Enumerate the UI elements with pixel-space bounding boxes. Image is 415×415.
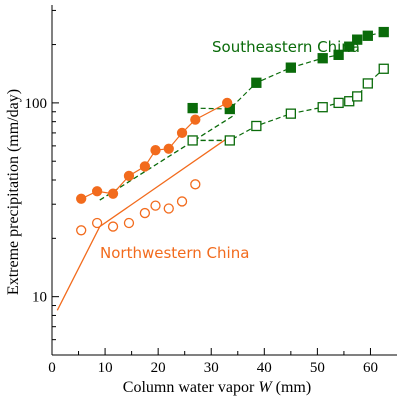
data-point [285,108,296,119]
series-line [80,102,228,200]
data-point [176,196,188,207]
data-point [362,78,373,89]
series-0 [187,26,389,115]
data-point [91,186,103,197]
series-1 [187,63,389,146]
data-point [176,127,188,139]
data-point [190,179,201,190]
data-point [352,91,363,102]
data-point [76,225,87,236]
data-point [107,221,119,232]
data-point [251,120,262,132]
data-point [362,30,373,41]
x-tick-label: 50 [310,360,325,376]
y-tick-label: 10 [32,290,47,306]
data-point [317,102,328,113]
x-tick-label: 60 [363,360,378,376]
y-tick-label: 100 [25,96,48,112]
data-point [123,170,135,182]
annotation-northwestern: Northwestern China [100,244,249,262]
data-point [344,41,355,52]
data-point [352,34,363,45]
x-tick-label: 10 [98,360,113,376]
data-point [163,203,174,214]
data-series [76,26,389,236]
chart-labels: Southeastern China Northwestern China Co… [5,38,360,396]
data-point [139,161,151,172]
y-axis-title: Extreme precipitation (mm/day) [5,89,22,295]
data-point [222,97,233,109]
series-line [192,31,384,110]
data-point [224,135,235,146]
series-line [192,68,385,142]
data-point [187,102,198,114]
x-tick-label: 30 [204,360,219,376]
annotation-southeastern: Southeastern China [212,38,360,56]
data-point [187,135,198,146]
data-point [107,188,119,199]
reference-line [99,114,236,201]
data-point [333,49,344,60]
data-point [123,217,135,229]
x-axis-title-unit: (mm) [272,379,312,396]
data-point [139,207,151,219]
data-point [76,193,87,204]
data-point [378,63,389,74]
x-tick-label: 20 [151,360,166,376]
series-2 [76,97,233,204]
data-point [285,62,296,73]
data-point [150,200,161,211]
axes: 0 10 20 30 40 50 60 10 100 [25,5,397,376]
data-point [91,217,103,229]
x-axis-title-var: W [258,379,273,396]
data-point [163,143,174,154]
data-point [190,114,201,125]
data-point [378,26,389,38]
x-tick-label: 40 [257,360,272,376]
data-point [150,145,161,156]
x-tick-label: 0 [48,360,56,376]
series-3 [76,179,201,236]
x-axis-title-main: Column water vapor [123,379,259,396]
data-point [251,77,262,88]
data-point [317,53,328,64]
x-axis-title: Column water vapor W (mm) [123,379,311,396]
data-point [333,97,344,109]
